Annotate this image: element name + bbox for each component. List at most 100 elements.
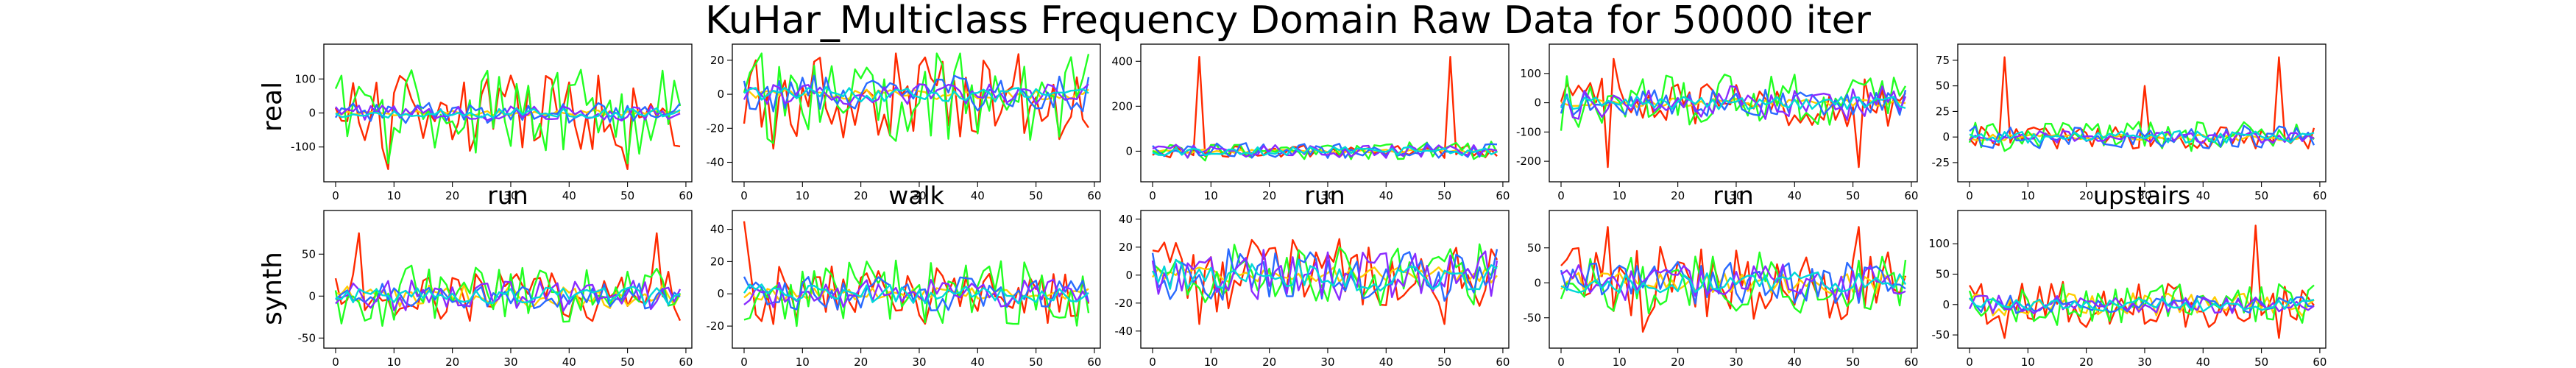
y-tick-label: 0 xyxy=(717,88,724,101)
axes-frame xyxy=(1549,210,1918,349)
x-tick-label: 10 xyxy=(2021,355,2035,368)
subplot-synth-1: -50 0 50 0 10 20 30 40 50 60 run xyxy=(298,181,693,368)
subplot-title: run xyxy=(1713,181,1753,210)
series-line-6 xyxy=(1152,146,1498,157)
series-line-6 xyxy=(1969,297,2315,313)
x-tick-label: 60 xyxy=(679,355,693,368)
x-tick-label: 40 xyxy=(562,189,576,202)
y-tick-label: 0 xyxy=(1534,96,1541,110)
subplot-real-1: -100 0 100 0 10 20 30 40 50 60 xyxy=(291,43,693,202)
y-tick-label: 0 xyxy=(1942,298,1950,311)
x-tick-label: 60 xyxy=(1087,355,1101,368)
y-tick-label: -40 xyxy=(1115,325,1133,338)
series-line-6 xyxy=(335,107,681,119)
y-tick-label: 20 xyxy=(710,54,724,67)
series-line-3 xyxy=(1968,283,2315,326)
x-tick-label: 0 xyxy=(1149,355,1156,368)
y-tick-label: 0 xyxy=(1534,276,1541,289)
x-tick-label: 60 xyxy=(1904,189,1918,202)
x-tick-label: 0 xyxy=(332,189,339,202)
x-tick-label: 20 xyxy=(854,189,868,202)
series-line-2 xyxy=(1969,132,2315,142)
x-tick-label: 10 xyxy=(1613,189,1627,202)
y-tick-label: 400 xyxy=(1111,54,1133,68)
series-line-3 xyxy=(334,68,682,165)
x-tick-label: 30 xyxy=(2137,189,2151,202)
y-tick-label: -100 xyxy=(1516,125,1541,138)
x-tick-label: 10 xyxy=(1204,355,1218,368)
subplot-title: upstairs xyxy=(2093,181,2190,210)
series-line-6 xyxy=(743,86,1089,103)
x-tick-label: 10 xyxy=(796,189,810,202)
x-tick-label: 30 xyxy=(1729,189,1743,202)
series-line-5 xyxy=(743,83,1089,106)
x-tick-label: 0 xyxy=(740,189,748,202)
x-tick-label: 40 xyxy=(1379,189,1393,202)
series-line-2 xyxy=(1560,97,1906,108)
axes-frame xyxy=(323,210,693,349)
x-tick-label: 40 xyxy=(562,355,576,368)
x-tick-label: 20 xyxy=(445,189,459,202)
y-tick-label: 50 xyxy=(302,247,316,261)
x-tick-label: 50 xyxy=(2254,189,2268,202)
x-tick-label: 50 xyxy=(1029,355,1043,368)
x-tick-label: 0 xyxy=(1557,355,1565,368)
x-tick-label: 30 xyxy=(912,189,926,202)
series-line-5 xyxy=(335,279,682,312)
x-tick-label: 20 xyxy=(2079,355,2093,368)
x-tick-label: 50 xyxy=(1029,189,1043,202)
series-line-1 xyxy=(334,74,681,171)
x-tick-label: 50 xyxy=(1846,355,1860,368)
y-tick-label: 20 xyxy=(710,255,724,268)
subplot-title: run xyxy=(1304,181,1345,210)
y-tick-label: -100 xyxy=(291,141,316,154)
x-tick-label: 20 xyxy=(854,355,868,368)
y-tick-label: 100 xyxy=(294,72,316,85)
subplot-title: run xyxy=(487,181,528,210)
x-tick-label: 30 xyxy=(1320,355,1334,368)
axes-frame xyxy=(732,210,1101,349)
x-tick-label: 20 xyxy=(1262,355,1276,368)
x-tick-label: 60 xyxy=(1087,189,1101,202)
y-tick-label: 40 xyxy=(710,223,724,236)
x-tick-label: 0 xyxy=(1149,189,1156,202)
x-tick-label: 0 xyxy=(740,355,748,368)
series-line-4 xyxy=(743,74,1090,113)
x-tick-label: 50 xyxy=(1437,189,1451,202)
y-tick-label: -20 xyxy=(707,121,725,135)
y-tick-label: -50 xyxy=(1524,311,1542,325)
series-line-5 xyxy=(1560,85,1907,121)
series-line-6 xyxy=(1560,271,1907,294)
y-tick-label: 0 xyxy=(308,289,316,302)
series-line-3 xyxy=(743,52,1090,144)
y-tick-label: 40 xyxy=(1119,213,1133,226)
series-line-5 xyxy=(743,278,1090,308)
y-tick-label: 0 xyxy=(1125,269,1133,282)
y-tick-label: -200 xyxy=(1516,155,1541,168)
x-tick-label: 50 xyxy=(1846,189,1860,202)
y-tick-label: 0 xyxy=(1942,130,1950,144)
x-tick-label: 10 xyxy=(2021,189,2035,202)
x-tick-label: 40 xyxy=(971,355,985,368)
y-tick-label: 50 xyxy=(1527,241,1541,255)
x-tick-label: 20 xyxy=(1671,355,1685,368)
x-tick-label: 20 xyxy=(1262,189,1276,202)
x-tick-label: 0 xyxy=(332,355,339,368)
x-tick-label: 60 xyxy=(2313,189,2326,202)
x-tick-label: 60 xyxy=(1496,355,1510,368)
y-tick-label: 25 xyxy=(1936,105,1950,118)
x-tick-label: 20 xyxy=(2079,189,2093,202)
series-line-6 xyxy=(335,286,681,306)
series-line-5 xyxy=(335,105,681,122)
y-tick-label: 100 xyxy=(1928,237,1950,250)
x-tick-label: 30 xyxy=(1320,189,1334,202)
x-tick-label: 60 xyxy=(1496,189,1510,202)
x-tick-label: 50 xyxy=(620,355,634,368)
axes-frame xyxy=(1140,210,1510,349)
series-line-6 xyxy=(743,283,1089,305)
x-tick-label: 30 xyxy=(2137,355,2151,368)
subplot-real-4: -200 -100 0 100 0 10 20 30 40 50 60 xyxy=(1516,43,1918,202)
x-tick-label: 30 xyxy=(503,189,517,202)
